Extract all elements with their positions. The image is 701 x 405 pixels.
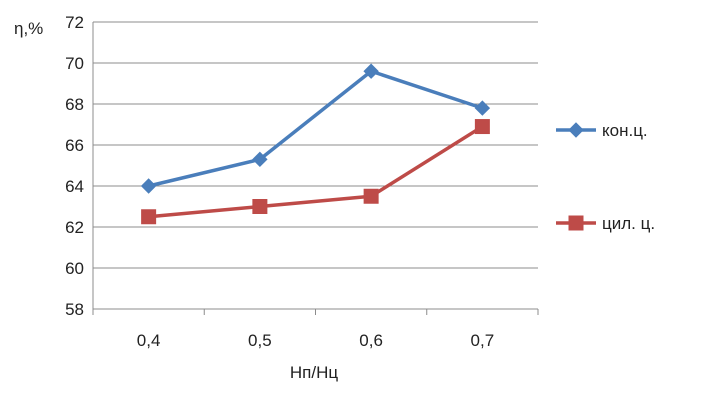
axes xyxy=(92,22,539,315)
x-tick-label: 0,7 xyxy=(471,331,495,350)
legend-marker xyxy=(568,122,584,138)
legend-marker xyxy=(568,215,584,231)
data-point xyxy=(252,151,268,168)
x-tick-labels: 0,4 0,5 0,6 0,7 xyxy=(137,331,494,350)
y-tick-labels: 58 60 62 64 66 68 70 72 xyxy=(65,13,84,319)
data-point xyxy=(252,199,268,214)
data-point xyxy=(141,209,157,225)
data-point xyxy=(140,178,157,194)
data-point xyxy=(474,100,491,116)
y-tick-label: 58 xyxy=(65,300,84,319)
y-tick-label: 60 xyxy=(65,259,84,278)
data-point xyxy=(363,63,379,79)
legend: кон.ц. цил. ц. xyxy=(556,121,655,233)
y-tick-label: 62 xyxy=(65,218,84,237)
legend-entry: кон.ц. xyxy=(556,121,648,140)
x-axis-title: Нп/Нц xyxy=(290,363,338,382)
grid-lines xyxy=(93,21,538,269)
y-tick-label: 68 xyxy=(65,95,84,114)
series-1 xyxy=(140,63,491,194)
y-axis-title: η,% xyxy=(14,19,43,38)
y-tick-label: 64 xyxy=(65,177,84,196)
legend-entry: цил. ц. xyxy=(556,214,655,233)
series xyxy=(140,63,491,225)
y-tick-label: 72 xyxy=(65,13,84,32)
x-tick-label: 0,6 xyxy=(359,331,383,350)
legend-label: кон.ц. xyxy=(602,121,648,140)
y-tick-label: 70 xyxy=(65,54,84,73)
x-tick-label: 0,5 xyxy=(248,331,272,350)
series-line xyxy=(148,125,484,219)
data-point xyxy=(363,188,379,204)
series-2 xyxy=(141,119,490,225)
legend-label: цил. ц. xyxy=(602,214,655,233)
y-tick-label: 66 xyxy=(65,136,84,155)
data-point xyxy=(474,119,490,135)
x-tick-label: 0,4 xyxy=(137,331,161,350)
series-line xyxy=(148,69,483,188)
